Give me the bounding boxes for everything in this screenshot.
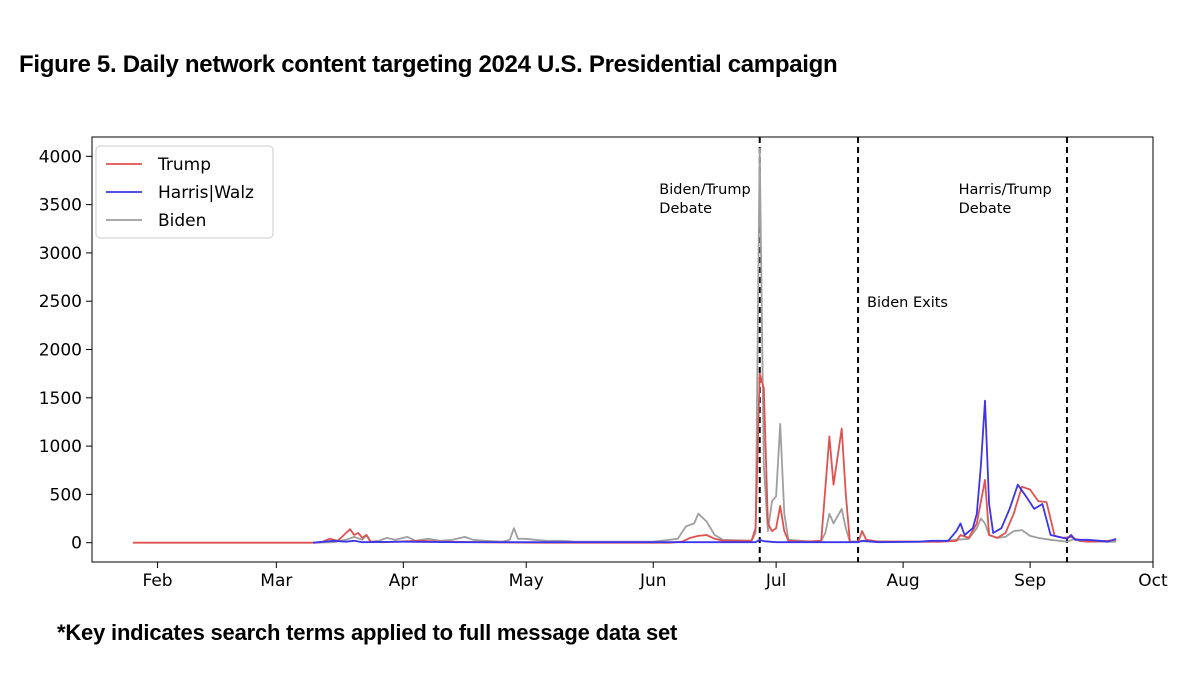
y-tick-label: 0 (71, 534, 82, 554)
x-tick-label: Aug (887, 571, 920, 591)
series-line-trump (133, 372, 1117, 544)
x-tick-label: Mar (260, 571, 292, 591)
y-tick-label: 2000 (39, 341, 82, 361)
y-tick-label: 500 (50, 485, 82, 505)
legend-label: Trump (157, 155, 211, 175)
y-tick-label: 3000 (39, 244, 82, 264)
y-tick-label: 2500 (39, 292, 82, 312)
legend-label: Harris|Walz (158, 183, 254, 203)
figure-title: Figure 5. Daily network content targetin… (19, 51, 838, 78)
x-tick-label: Apr (389, 571, 418, 591)
event-annotation: Harris/Trump (959, 182, 1052, 198)
footnote: *Key indicates search terms applied to f… (57, 620, 678, 645)
y-tick-label: 4000 (39, 147, 82, 167)
event-annotation: Biden Exits (867, 295, 948, 311)
y-tick-label: 3500 (39, 196, 82, 216)
x-tick-label: Oct (1138, 571, 1168, 591)
x-tick-label: May (509, 571, 544, 591)
legend-label: Biden (158, 211, 206, 231)
x-tick-label: Sep (1014, 571, 1046, 591)
y-tick-label: 1500 (39, 389, 82, 409)
y-tick-label: 1000 (39, 437, 82, 457)
event-annotation: Biden/Trump (659, 182, 750, 198)
x-tick-label: Jul (765, 571, 787, 591)
series-line-harris-walz (313, 399, 1117, 544)
event-annotation: Debate (959, 201, 1012, 217)
event-annotation: Debate (659, 201, 712, 217)
x-tick-label: Feb (142, 571, 172, 591)
legend-box (95, 145, 274, 239)
x-tick-label: Jun (639, 571, 667, 591)
